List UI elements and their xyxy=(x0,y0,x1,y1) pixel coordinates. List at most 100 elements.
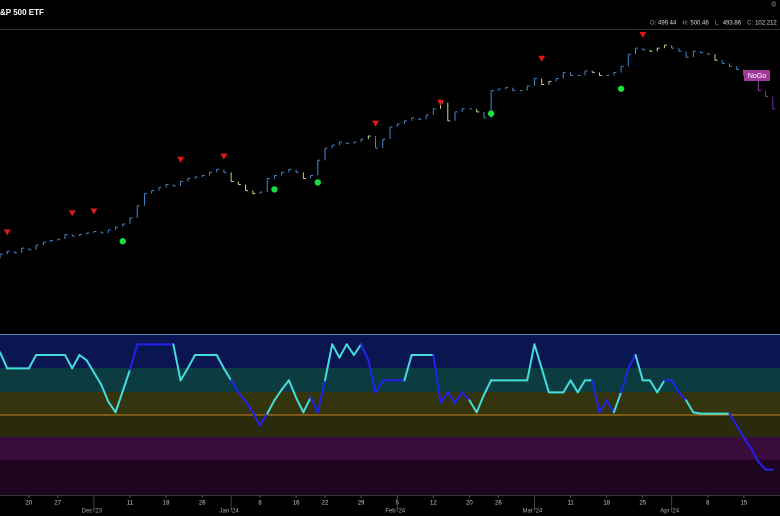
oscillator-segment xyxy=(432,354,442,404)
price-bar xyxy=(671,45,675,49)
copyright: © xyxy=(772,2,777,9)
price-bar xyxy=(721,60,725,64)
oscillator-segment xyxy=(309,396,319,414)
oscillator-segment xyxy=(129,343,139,371)
price-bar xyxy=(93,231,97,234)
signal-up xyxy=(617,85,625,92)
price-bar xyxy=(151,190,155,194)
x-tick-label: 20 xyxy=(26,501,33,507)
price-bar xyxy=(548,81,552,85)
x-tick-label: 8 xyxy=(706,501,710,507)
price-bar xyxy=(302,172,306,179)
price-bar xyxy=(375,136,379,149)
price-bar xyxy=(663,44,667,49)
signal-down xyxy=(90,208,98,215)
price-bar xyxy=(562,71,566,79)
band xyxy=(0,392,780,415)
price-bar xyxy=(78,234,82,237)
price-bar xyxy=(331,144,335,149)
oscillator-segment xyxy=(345,343,355,356)
price-bar xyxy=(64,234,68,240)
signal-down xyxy=(220,153,228,160)
oscillator-segment xyxy=(439,391,449,404)
price-bar xyxy=(447,102,451,122)
oscillator-segment xyxy=(338,343,348,359)
month-label: Dec '23 xyxy=(82,509,103,515)
price-bar xyxy=(122,223,126,227)
month-label: Apr '24 xyxy=(660,509,679,515)
oscillator-segment xyxy=(540,367,550,394)
price-bar xyxy=(432,108,436,115)
price-bar xyxy=(483,111,487,119)
price-bar xyxy=(360,138,364,143)
price-bar xyxy=(418,117,422,120)
oscillator-segment xyxy=(360,343,370,362)
oscillator-segment xyxy=(750,447,760,463)
oscillator-segment xyxy=(287,379,298,399)
price-bar xyxy=(396,123,400,127)
oscillator-segment xyxy=(620,367,630,394)
price-bar xyxy=(627,53,631,67)
signal-up xyxy=(119,238,126,245)
oscillator-segment xyxy=(598,399,608,414)
oscillator-segment xyxy=(302,396,312,414)
price-bar xyxy=(541,78,545,86)
x-tick-label: 29 xyxy=(358,501,365,507)
oscillator-segment xyxy=(526,343,536,382)
price-bar xyxy=(245,184,249,192)
price-bar xyxy=(100,231,104,234)
oscillator-segment xyxy=(215,354,225,370)
oscillator-segment xyxy=(85,359,95,374)
oscillator-segment xyxy=(742,436,753,450)
month-label: Feb '24 xyxy=(385,509,405,515)
price-bar xyxy=(389,126,393,140)
x-tick-label: 12 xyxy=(430,501,437,507)
oscillator-segment xyxy=(735,424,745,439)
price-bar xyxy=(310,174,314,179)
price-bar xyxy=(425,114,429,120)
price-bar xyxy=(6,250,10,255)
band xyxy=(0,415,780,437)
oscillator-segment xyxy=(612,391,623,414)
x-tick-label: 22 xyxy=(322,501,329,507)
price-bar xyxy=(584,70,588,76)
price-bar xyxy=(71,234,75,237)
oscillator-segment xyxy=(324,343,334,382)
price-bar xyxy=(728,63,732,67)
price-bar xyxy=(115,226,119,230)
ohlc-value: 499.44 xyxy=(658,21,677,27)
chart-title: &P 500 ETF xyxy=(0,8,44,17)
oscillator-segment xyxy=(27,354,38,370)
month-label: Jan '24 xyxy=(220,509,240,515)
price-bar xyxy=(346,142,350,145)
oscillator-segment xyxy=(627,354,637,370)
signal-down xyxy=(177,156,185,163)
price-bar xyxy=(35,244,39,250)
oscillator-segment xyxy=(71,354,81,370)
ohlc-label: O: xyxy=(650,21,657,27)
price-bar xyxy=(252,190,256,195)
price-bar xyxy=(656,47,660,52)
oscillator-segment xyxy=(374,379,384,394)
oscillator-segment xyxy=(569,379,579,394)
oscillator-segment xyxy=(367,359,377,394)
band xyxy=(0,437,780,460)
price-bar xyxy=(505,87,509,90)
price-bar xyxy=(136,205,140,218)
price-bar xyxy=(461,108,465,112)
price-bar xyxy=(281,171,285,176)
price-bar xyxy=(533,77,537,87)
x-tick-label: 26 xyxy=(495,501,502,507)
x-tick-label: 8 xyxy=(258,501,262,507)
price-bar xyxy=(454,111,458,121)
price-bar xyxy=(86,232,90,235)
oscillator-segment xyxy=(656,379,666,394)
price-bar xyxy=(180,181,184,187)
price-bar xyxy=(555,77,559,82)
oscillator-segment xyxy=(222,367,233,382)
price-bar xyxy=(649,49,653,52)
price-bar xyxy=(613,71,617,76)
ohlc-label: L: xyxy=(715,21,720,27)
price-bar xyxy=(736,66,740,70)
